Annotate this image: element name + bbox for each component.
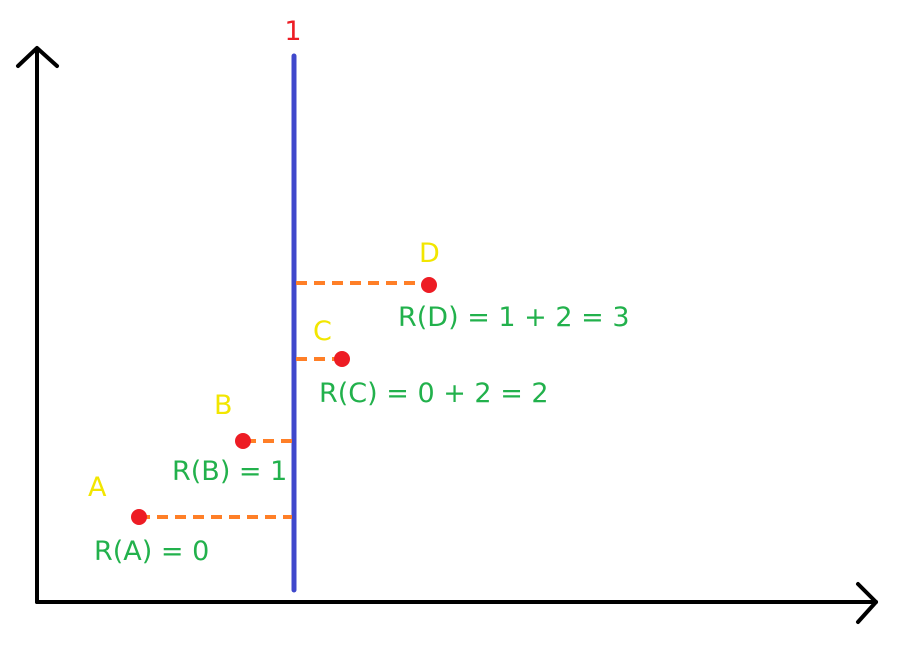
point-b bbox=[235, 433, 251, 449]
point-d-label: D bbox=[419, 238, 440, 269]
formula-d: R(D) = 1 + 2 = 3 bbox=[398, 302, 630, 333]
axes bbox=[16, 46, 878, 624]
point-b-label: B bbox=[214, 390, 233, 421]
point-d bbox=[421, 277, 437, 293]
point-c-label: C bbox=[313, 316, 332, 347]
x-axis-arrowhead bbox=[856, 582, 878, 624]
point-c bbox=[334, 351, 350, 367]
formula-c: R(C) = 0 + 2 = 2 bbox=[319, 378, 549, 409]
vertical-line-label: 1 bbox=[284, 16, 301, 47]
formula-b: R(B) = 1 bbox=[172, 456, 287, 487]
formula-a: R(A) = 0 bbox=[94, 536, 209, 567]
dashed-connectors bbox=[139, 281, 429, 519]
y-axis-arrowhead bbox=[16, 46, 59, 68]
point-a-label: A bbox=[88, 472, 107, 503]
points bbox=[131, 277, 437, 525]
point-a bbox=[131, 509, 147, 525]
